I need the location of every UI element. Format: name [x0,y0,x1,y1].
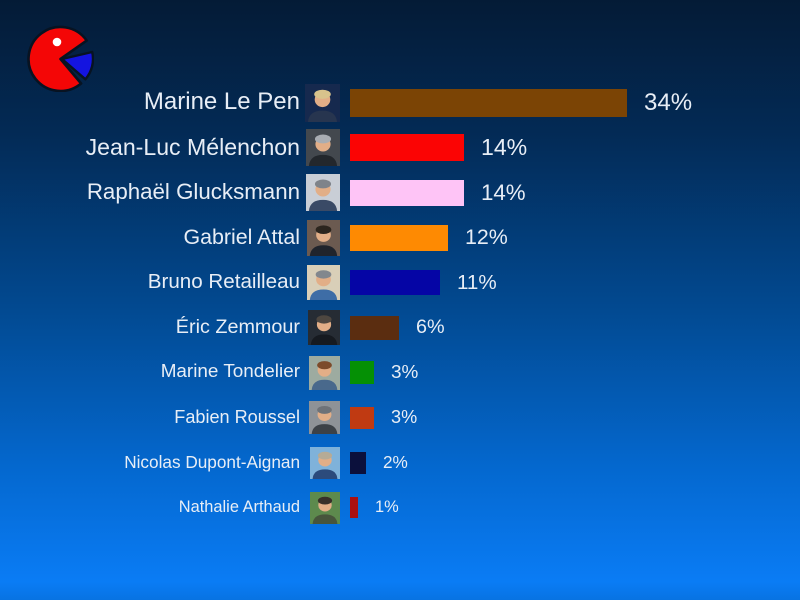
candidate-row: Éric Zemmour 6% [0,305,800,350]
bar-value-label: 1% [375,498,399,516]
pie-chart-logo [27,25,94,92]
candidate-name: Marine Le Pen [143,88,300,116]
candidate-photo [310,446,340,479]
candidate-name: Jean-Luc Mélenchon [85,133,300,160]
bar-value-label: 12% [465,225,508,249]
candidate-photo [306,129,340,166]
bar [350,451,366,474]
pie-eye-dot [52,37,62,47]
candidate-row: Marine Tondelier 3% [0,350,800,395]
candidate-row: Nicolas Dupont-Aignan 2% [0,440,800,485]
bar [350,315,399,340]
bar [350,134,464,161]
bar [350,497,358,518]
candidate-name: Éric Zemmour [175,315,300,338]
candidate-photo [310,491,340,524]
candidate-photo [308,310,340,345]
candidate-row: Nathalie Arthaud 1% [0,485,800,530]
bar-value-label: 2% [383,452,408,472]
bar [350,224,448,251]
bar-value-label: 14% [481,134,528,160]
candidate-photo [307,265,340,300]
candidate-photo [307,219,340,256]
bar [350,270,440,295]
bar [350,88,627,117]
bar [350,361,374,384]
candidate-photo [309,401,340,434]
bar [350,406,374,429]
candidate-row: Marine Le Pen 34% [0,80,800,125]
candidate-row: Jean-Luc Mélenchon 14% [0,125,800,170]
bar-value-label: 11% [457,270,497,294]
candidate-row: Gabriel Attal 12% [0,215,800,260]
candidate-name: Bruno Retailleau [147,270,300,294]
bar-value-label: 14% [481,179,526,205]
pie-blue-slice [60,50,94,81]
candidate-photo [309,355,340,390]
candidate-name: Raphaël Glucksmann [86,179,300,205]
candidate-name: Nathalie Arthaud [178,498,300,517]
pie-red-slice [27,25,88,92]
candidate-row: Bruno Retailleau 11% [0,260,800,305]
bar [350,179,464,206]
bar-value-label: 6% [416,316,445,338]
candidate-name: Gabriel Attal [183,224,300,249]
candidate-row: Raphaël Glucksmann 14% [0,170,800,215]
candidate-photo [305,83,340,122]
candidate-name: Fabien Roussel [174,406,300,427]
bar-value-label: 3% [391,361,419,383]
bar-value-label: 3% [391,407,418,427]
poll-bar-chart: Marine Le Pen 34% Jean-Luc Mélenchon 14%… [0,80,800,530]
candidate-name: Nicolas Dupont-Aignan [124,452,300,473]
candidate-photo [306,174,340,211]
candidate-name: Marine Tondelier [160,361,300,383]
candidate-row: Fabien Roussel 3% [0,395,800,440]
bar-value-label: 34% [644,88,693,116]
